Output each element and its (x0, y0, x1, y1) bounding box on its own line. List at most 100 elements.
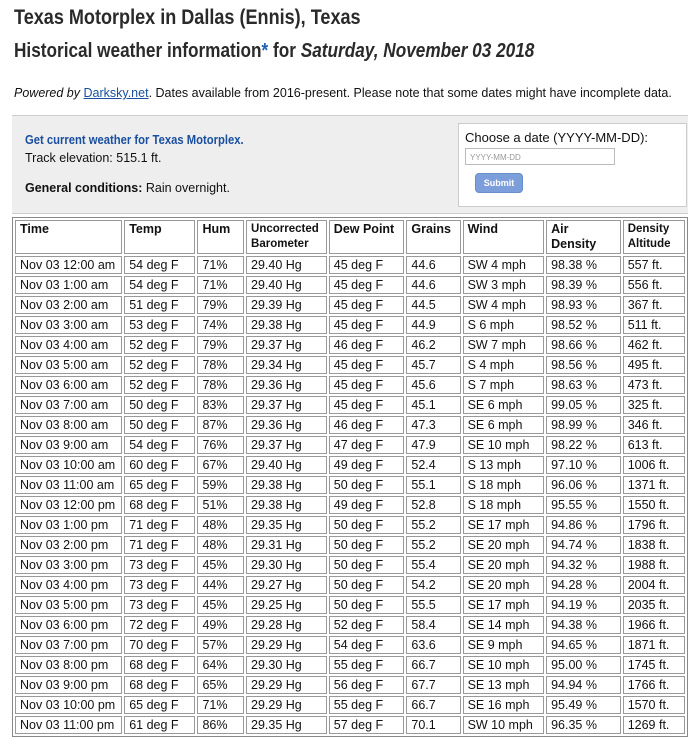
powered-note: . Dates available from 2016-present. Ple… (148, 86, 672, 100)
table-cell: S 6 mph (462, 316, 545, 334)
table-cell: SE 13 mph (462, 676, 545, 694)
table-cell: 72 deg F (124, 616, 196, 634)
table-cell: 98.52 % (546, 316, 621, 334)
table-cell: 55.2 (406, 536, 461, 554)
table-row: Nov 03 11:00 am 65 deg F 59% 29.38 Hg 50 deg… (15, 476, 685, 494)
subtitle-for: for (273, 40, 296, 62)
table-cell: 94.38 % (546, 616, 621, 634)
table-cell: 50 deg F (328, 596, 405, 614)
table-cell: 64% (197, 656, 245, 674)
table-cell: 50 deg F (328, 476, 405, 494)
table-cell: Nov 03 2:00 pm (15, 536, 123, 554)
table-cell: Nov 03 6:00 am (15, 376, 123, 394)
table-cell: 65 deg F (124, 476, 196, 494)
table-cell: 29.40 Hg (246, 276, 327, 294)
table-row: Nov 03 1:00 am 54 deg F 71% 29.40 Hg 45 deg … (15, 276, 685, 294)
table-cell: 54 deg F (124, 436, 196, 454)
powered-by: Powered by Darksky.net. Dates available … (14, 86, 672, 100)
table-cell: 557 ft. (622, 256, 685, 274)
conditions-value: Rain overnight. (145, 181, 230, 195)
table-row: Nov 03 7:00 pm 70 deg F 57% 29.29 Hg 54 deg … (15, 636, 685, 654)
table-cell: 495 ft. (622, 356, 685, 374)
table-cell: Nov 03 3:00 am (15, 316, 123, 334)
table-row: Nov 03 7:00 am 50 deg F 83% 29.37 Hg 45 deg … (15, 396, 685, 414)
table-cell: Nov 03 8:00 am (15, 416, 123, 434)
table-cell: 83% (197, 396, 245, 414)
table-cell: 29.37 Hg (246, 336, 327, 354)
table-cell: 1838 ft. (622, 536, 685, 554)
table-cell: 52.8 (406, 496, 461, 514)
table-cell: 59% (197, 476, 245, 494)
table-cell: 1371 ft. (622, 476, 685, 494)
table-cell: SW 4 mph (462, 296, 545, 314)
table-cell: 29.30 Hg (246, 556, 327, 574)
table-cell: Nov 03 9:00 pm (15, 676, 123, 694)
table-cell: Nov 03 12:00 am (15, 256, 123, 274)
table-cell: Nov 03 4:00 pm (15, 576, 123, 594)
weather-table: Time Temp Hum Uncorrected Barometer Dew Poin… (12, 217, 688, 737)
table-cell: 1550 ft. (622, 496, 685, 514)
table-cell: 29.30 Hg (246, 656, 327, 674)
table-cell: 98.39 % (546, 276, 621, 294)
table-cell: 49 deg F (328, 456, 405, 474)
table-cell: 54.2 (406, 576, 461, 594)
table-row: Nov 03 12:00 am 54 deg F 71% 29.40 Hg 45 deg… (15, 256, 685, 274)
table-cell: SE 10 mph (462, 656, 545, 674)
table-cell: Nov 03 1:00 am (15, 276, 123, 294)
table-row: Nov 03 6:00 am 52 deg F 78% 29.36 Hg 45 deg … (15, 376, 685, 394)
table-cell: 98.66 % (546, 336, 621, 354)
table-cell: SW 4 mph (462, 256, 545, 274)
table-cell: 71% (197, 256, 245, 274)
date-input[interactable]: YYYY-MM-DD (465, 148, 615, 165)
table-cell: 1966 ft. (622, 616, 685, 634)
powered-prefix: Powered by (14, 86, 81, 100)
table-cell: 325 ft. (622, 396, 685, 414)
table-cell: 55.5 (406, 596, 461, 614)
table-cell: 98.22 % (546, 436, 621, 454)
table-cell: 94.19 % (546, 596, 621, 614)
table-cell: 47 deg F (328, 436, 405, 454)
column-header: Density Altitude (622, 220, 685, 254)
column-header: Time (15, 220, 123, 254)
table-row: Nov 03 2:00 am 51 deg F 79% 29.39 Hg 45 deg … (15, 296, 685, 314)
table-cell: 29.29 Hg (246, 696, 327, 714)
table-cell: 60 deg F (124, 456, 196, 474)
current-weather-link[interactable]: Get current weather for Texas Motorplex. (25, 133, 244, 147)
header-row: Time Temp Hum Uncorrected Barometer Dew Poin… (15, 220, 685, 254)
column-header: Dew Point (328, 220, 405, 254)
table-cell: 56 deg F (328, 676, 405, 694)
table-cell: 98.56 % (546, 356, 621, 374)
table-cell: 96.35 % (546, 716, 621, 734)
submit-button[interactable]: Submit (475, 173, 523, 193)
table-cell: 55.2 (406, 516, 461, 534)
date-picker: Choose a date (YYYY-MM-DD): YYYY-MM-DD S… (458, 123, 687, 207)
table-cell: 556 ft. (622, 276, 685, 294)
table-cell: 95.49 % (546, 696, 621, 714)
table-cell: 29.31 Hg (246, 536, 327, 554)
table-cell: 55.1 (406, 476, 461, 494)
table-cell: 29.40 Hg (246, 456, 327, 474)
table-row: Nov 03 6:00 pm 72 deg F 49% 29.28 Hg 52 deg … (15, 616, 685, 634)
table-cell: 1745 ft. (622, 656, 685, 674)
darksky-link[interactable]: Darksky.net (83, 86, 149, 100)
table-cell: 51% (197, 496, 245, 514)
table-cell: 29.36 Hg (246, 376, 327, 394)
table-cell: 29.38 Hg (246, 496, 327, 514)
table-cell: 98.63 % (546, 376, 621, 394)
table-cell: Nov 03 12:00 pm (15, 496, 123, 514)
table-cell: 46 deg F (328, 416, 405, 434)
table-cell: 1006 ft. (622, 456, 685, 474)
table-cell: 63.6 (406, 636, 461, 654)
table-cell: 48% (197, 536, 245, 554)
table-cell: 1570 ft. (622, 696, 685, 714)
table-cell: 367 ft. (622, 296, 685, 314)
table-cell: 86% (197, 716, 245, 734)
table-cell: SE 6 mph (462, 416, 545, 434)
table-row: Nov 03 8:00 am 50 deg F 87% 29.36 Hg 46 deg … (15, 416, 685, 434)
table-cell: 58.4 (406, 616, 461, 634)
page-subtitle: Historical weather information* for Satu… (14, 40, 534, 63)
table-cell: 67% (197, 456, 245, 474)
table-cell: 55 deg F (328, 656, 405, 674)
table-cell: 45 deg F (328, 376, 405, 394)
table-cell: 94.65 % (546, 636, 621, 654)
